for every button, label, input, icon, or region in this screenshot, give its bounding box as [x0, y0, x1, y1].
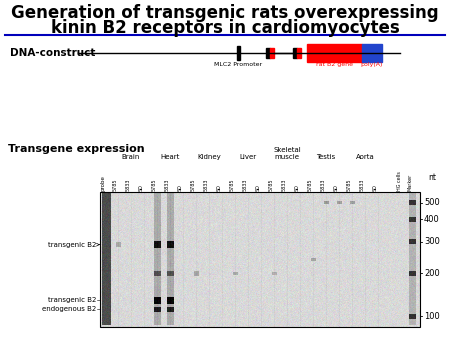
Text: SD: SD	[334, 184, 339, 191]
Text: 5833: 5833	[321, 179, 326, 191]
Text: 5785: 5785	[191, 179, 196, 191]
Text: 400: 400	[424, 214, 440, 223]
Bar	[362, 44, 382, 62]
Text: 500: 500	[424, 198, 440, 207]
Bar	[270, 48, 274, 58]
Text: 300: 300	[424, 238, 440, 246]
Text: 5833: 5833	[243, 179, 248, 191]
Text: 5785: 5785	[230, 179, 235, 191]
Text: 5833: 5833	[360, 179, 365, 191]
Text: 100: 100	[424, 312, 440, 321]
Bar	[100, 192, 420, 327]
Bar	[266, 48, 270, 58]
Text: probe: probe	[101, 175, 106, 191]
Text: Aorta: Aorta	[356, 154, 374, 160]
Text: nt: nt	[428, 173, 436, 182]
Text: transgenic B2: transgenic B2	[48, 297, 96, 303]
Text: poly(A): poly(A)	[361, 62, 383, 67]
Text: Skeletal
muscle: Skeletal muscle	[273, 147, 301, 160]
Bar	[297, 48, 301, 58]
Text: 5785: 5785	[113, 179, 118, 191]
Text: HG cells: HG cells	[397, 171, 402, 191]
Text: 5833: 5833	[204, 179, 209, 191]
Text: transgenic B2: transgenic B2	[48, 242, 99, 248]
Text: Testis: Testis	[316, 154, 336, 160]
Text: 5785: 5785	[347, 179, 352, 191]
Text: Marker: Marker	[407, 174, 412, 191]
Bar	[307, 44, 362, 62]
Text: Transgene expression: Transgene expression	[8, 144, 144, 154]
Text: Heart: Heart	[160, 154, 180, 160]
Text: Liver: Liver	[239, 154, 256, 160]
Text: SD: SD	[217, 184, 222, 191]
Text: SD: SD	[295, 184, 300, 191]
Text: endogenous B2: endogenous B2	[42, 306, 96, 312]
Text: 200: 200	[424, 269, 440, 277]
Text: rat B2 gene: rat B2 gene	[315, 62, 352, 67]
Text: DNA-construct: DNA-construct	[10, 48, 95, 58]
Text: Generation of transgenic rats overexpressing: Generation of transgenic rats overexpres…	[11, 4, 439, 22]
Text: SD: SD	[178, 184, 183, 191]
Text: MLC2 Promoter: MLC2 Promoter	[214, 62, 262, 67]
Text: kinin B2 receptors in cardiomyocytes: kinin B2 receptors in cardiomyocytes	[50, 19, 400, 37]
Text: SD: SD	[373, 184, 378, 191]
Text: 5785: 5785	[308, 179, 313, 191]
Text: Brain: Brain	[122, 154, 140, 160]
Text: 5785: 5785	[152, 179, 157, 191]
Text: 5833: 5833	[165, 179, 170, 191]
Bar	[293, 48, 297, 58]
Text: 5833: 5833	[282, 179, 287, 191]
Text: SD: SD	[256, 184, 261, 191]
Text: 5785: 5785	[269, 179, 274, 191]
Bar	[237, 46, 239, 60]
Text: Kidney: Kidney	[197, 154, 221, 160]
Text: 5833: 5833	[126, 179, 131, 191]
Text: SD: SD	[139, 184, 144, 191]
